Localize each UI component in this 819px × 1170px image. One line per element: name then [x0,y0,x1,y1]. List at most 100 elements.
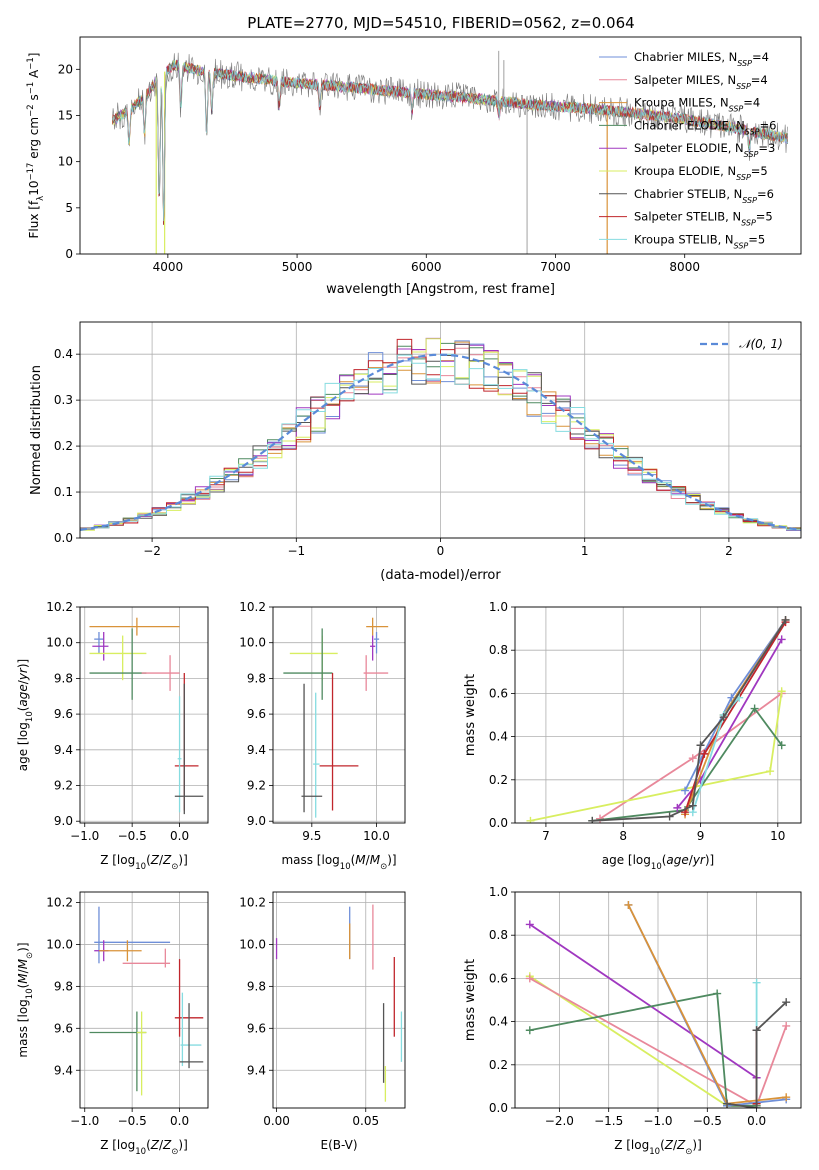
age-vs-mass-xtick-label: 10.0 [363,829,390,843]
age-vs-Z-ytick-label: 9.6 [54,707,73,721]
spectrum-xtick-label: 4000 [153,260,184,274]
weight-vs-Z-point-marker [782,1093,791,1102]
weight-vs-Z-point-marker [624,900,633,909]
age-vs-mass-ytick-label: 9.6 [247,707,266,721]
weight-vs-Z-ytick-label: 0.2 [489,1058,508,1072]
age-vs-mass-xlabel: mass [log10(M/M⊙)] [281,853,396,872]
weight-vs-age-axes: 7 8 9 10 0.0 0.2 0.4 0.6 0.8 1.0 [489,600,801,843]
weight-vs-Z-point-marker [782,1021,791,1030]
age-vs-Z-ytick-label: 10.0 [46,636,73,650]
mass-vs-ebv-ytick-label: 10.0 [239,937,266,951]
weight-vs-Z-ylabel: mass weight [463,959,478,1041]
age-vs-Z-xtick-label: −1.0 [70,829,99,843]
weight-vs-Z-point-marker [525,920,534,929]
legend-label: Kroupa STELIB, NSSP=5 [634,232,765,250]
mass-vs-Z-xtick-label: −1.0 [70,1114,99,1128]
residual-hist-ytick-label: 0.2 [54,439,73,453]
weight-vs-age-ytick-label: 0.4 [489,730,508,744]
weight-vs-Z-series-line [529,923,758,1079]
residual-hist-frame [79,321,802,539]
age-vs-Z-ylabel: age [log10(age/yr)] [16,659,35,772]
residual-hist-xtick-label: 0 [437,544,445,558]
hist-ylabel: Normed distribution [29,365,44,495]
weight-vs-age-point-marker [526,816,535,823]
spectrum-ytick-label: 20 [58,62,73,76]
weight-vs-age-ytick-label: 0.8 [489,643,508,657]
weight-vs-age-point-marker [750,704,759,713]
age-vs-Z-ytick-label: 9.8 [54,671,73,685]
weight-vs-Z-point-marker [752,1104,761,1108]
weight-vs-Z-ytick-label: 1.0 [489,885,508,899]
mass-vs-ebv-axes: 0.00 0.05 9.4 9.6 9.8 10.0 10.2 [239,892,405,1128]
weight-vs-Z-frame [514,891,802,1109]
weight-vs-age-point-marker [596,814,605,823]
age-vs-mass-xtick-label: 9.5 [302,829,321,843]
weight-vs-age-point-marker [700,749,709,758]
mass-vs-Z-ytick-label: 9.8 [54,979,73,993]
mass-vs-ebv-points [275,904,403,1102]
weight-vs-age-point-marker [673,803,682,812]
figure-title: PLATE=2770, MJD=54510, FIBERID=0562, z=0… [247,14,634,32]
weight-vs-Z-ytick-label: 0.4 [489,1015,508,1029]
mass-vs-ebv-frame [272,891,406,1109]
spectrum-ylabel: Flux [fλ10−17 erg cm−2 s−1 A−1] [26,53,46,239]
weight-vs-Z-series-line [726,1001,787,1108]
weight-vs-age-ylabel: mass weight [463,674,478,756]
spectrum-model-line [111,59,788,222]
weight-vs-age-lines [526,615,790,823]
hist-normal-curve [80,353,801,531]
weight-vs-Z-ytick-label: 0.8 [489,928,508,942]
residual-hist-xtick-label: 2 [725,544,733,558]
spectrum-ytick-label: 10 [58,155,73,169]
spectrum-legend: Chabrier MILES, NSSP=4 Salpeter MILES, NS… [599,50,776,250]
legend-label: Chabrier STELIB, NSSP=6 [634,187,774,205]
weight-vs-Z-point-marker [525,974,534,983]
weight-vs-age-point-marker [719,713,728,722]
mass-vs-ebv-ytick-label: 9.4 [247,1063,266,1077]
weight-vs-Z-point-marker [752,1026,761,1035]
weight-vs-Z-xtick-label: −2.0 [545,1114,574,1128]
weight-vs-Z-xtick-label: −1.0 [643,1114,672,1128]
weight-vs-Z-axes: −2.0 −1.5 −1.0 −0.5 0.0 0.0 0.2 0.4 0.6 0.8 1.0 [489,885,801,1128]
weight-vs-age-xtick-label: 7 [542,829,550,843]
weight-vs-age-xlabel: age [log10(age/yr)] [602,853,715,872]
spectrum-model-line [111,60,788,225]
age-vs-mass-ytick-label: 9.0 [247,814,266,828]
weight-vs-age-point-marker [777,741,786,750]
age-vs-mass-ytick-label: 10.0 [239,636,266,650]
mass-vs-ebv-xtick-label: 0.05 [352,1114,379,1128]
residual-hist-axes: −2 −1 0 1 2 0.0 0.1 0.2 0.3 0.4 [54,322,801,558]
legend-label: Salpeter ELODIE, NSSP=3 [634,141,775,159]
mass-vs-ebv-xlabel: E(B-V) [320,1138,357,1152]
age-vs-Z-ytick-label: 10.2 [46,600,73,614]
weight-vs-age-point-marker [777,687,786,696]
weight-vs-age-point-marker [665,812,674,821]
spectrum-frame [79,36,802,255]
weight-vs-Z-xtick-label: −1.5 [594,1114,623,1128]
weight-vs-Z-point-marker [713,989,722,998]
mass-vs-Z-points [89,906,204,1096]
weight-vs-age-point-marker [681,786,690,795]
spectrum-xtick-label: 5000 [282,260,313,274]
spectrum-axes: 4000 5000 6000 7000 8000 0 5 10 15 20 [58,62,700,274]
weight-vs-Z-xlabel: Z [log10(Z/Z⊙)] [614,1138,702,1157]
weight-vs-age-ytick-label: 0.6 [489,686,508,700]
weight-vs-age-point-marker [696,741,705,750]
weight-vs-Z-point-marker [782,998,791,1007]
age-vs-Z-xtick-label: −0.5 [118,829,147,843]
age-vs-mass-frame [272,606,406,824]
residual-hist-ytick-label: 0.0 [54,531,73,545]
spectrum-ytick-label: 15 [58,108,73,122]
weight-vs-age-ytick-label: 0.0 [489,816,508,830]
age-vs-Z-points [89,617,204,815]
weight-vs-Z-xtick-label: −0.5 [693,1114,722,1128]
mass-vs-Z-xlabel: Z [log10(Z/Z⊙)] [100,1138,188,1157]
age-vs-mass-ytick-label: 9.4 [247,743,266,757]
age-vs-Z-xlabel: Z [log10(Z/Z⊙)] [100,853,188,872]
weight-vs-age-frame [514,606,802,824]
weight-vs-age-xtick-label: 10 [770,829,785,843]
spectrum-xtick-label: 7000 [540,260,571,274]
legend-label: Kroupa ELODIE, NSSP=5 [634,164,768,182]
weight-vs-Z-point-marker [752,978,761,987]
weight-vs-Z-point-marker [723,1099,732,1108]
